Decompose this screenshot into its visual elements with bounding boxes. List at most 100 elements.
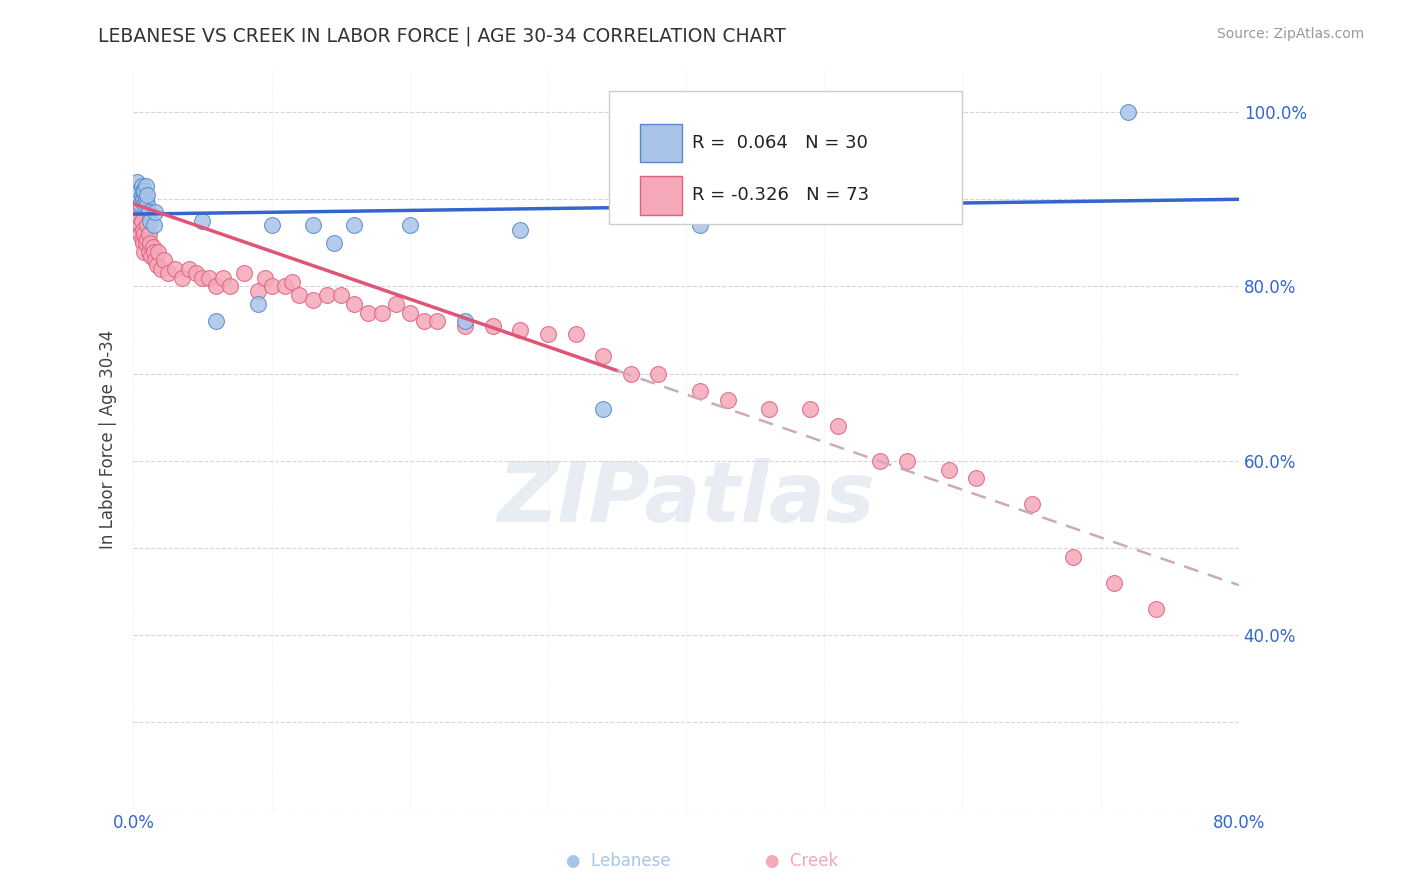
Point (135, 192, 157, 206)
Point (191, 214, 214, 228)
Point (869, 454, 891, 468)
Point (509, 323, 531, 337)
Point (343, 219, 366, 233)
Point (454, 314, 477, 328)
Point (689, 384, 711, 398)
Point (329, 288, 352, 302)
Point (288, 288, 311, 302)
Point (799, 401, 821, 416)
Point (246, 297, 269, 311)
Point (260, 219, 283, 233)
Point (385, 297, 408, 311)
Point (1062, 549, 1084, 564)
Point (131, 179, 153, 194)
Point (163, 262, 186, 277)
Bar (640, 176, 682, 215)
Point (398, 219, 420, 233)
Point (146, 258, 169, 272)
Point (145, 253, 167, 268)
Point (246, 284, 269, 298)
Point (138, 205, 160, 219)
Point (938, 462, 960, 476)
Point (125, 201, 148, 215)
Point (136, 219, 159, 233)
Point (134, 227, 156, 242)
Point (253, 270, 276, 285)
Point (131, 214, 153, 228)
Point (132, 192, 155, 206)
Point (212, 270, 235, 285)
Point (398, 305, 420, 319)
Point (274, 279, 297, 293)
Text: ●  Creek: ● Creek (765, 852, 838, 870)
Point (128, 184, 150, 198)
Point (454, 318, 477, 333)
Point (136, 231, 159, 245)
Point (131, 188, 153, 202)
Point (132, 223, 155, 237)
FancyBboxPatch shape (609, 91, 963, 224)
Point (322, 235, 344, 250)
Point (592, 349, 614, 363)
Point (129, 219, 152, 233)
Point (537, 327, 560, 342)
Point (127, 175, 149, 189)
Text: LEBANESE VS CREEK IN LABOR FORCE | AGE 30-34 CORRELATION CHART: LEBANESE VS CREEK IN LABOR FORCE | AGE 3… (98, 27, 786, 46)
Point (965, 471, 987, 485)
Point (134, 244, 156, 259)
Point (149, 262, 172, 277)
Text: Source: ZipAtlas.com: Source: ZipAtlas.com (1216, 27, 1364, 41)
Point (134, 184, 156, 198)
Point (302, 219, 325, 233)
Text: R = -0.326   N = 73: R = -0.326 N = 73 (692, 186, 869, 204)
Point (689, 219, 711, 233)
Point (143, 244, 166, 259)
Text: ZIPatlas: ZIPatlas (498, 458, 875, 539)
Point (170, 270, 193, 285)
Point (191, 270, 214, 285)
Point (129, 196, 152, 211)
Point (357, 305, 380, 319)
Point (302, 293, 325, 307)
Point (135, 235, 157, 250)
Text: ●  Lebanese: ● Lebanese (567, 852, 671, 870)
Point (177, 262, 200, 277)
Point (136, 188, 159, 202)
Point (136, 196, 159, 211)
Point (129, 227, 152, 242)
Point (205, 279, 228, 293)
Point (896, 454, 918, 468)
Y-axis label: In Labor Force | Age 30-34: In Labor Force | Age 30-34 (100, 329, 117, 549)
Point (647, 367, 669, 381)
Point (142, 240, 165, 254)
Point (152, 253, 174, 268)
Point (156, 266, 179, 280)
Point (481, 318, 503, 333)
Point (315, 288, 337, 302)
Point (260, 279, 283, 293)
Point (131, 231, 153, 245)
Point (281, 275, 304, 289)
Point (127, 205, 149, 219)
Point (141, 249, 163, 263)
Point (412, 314, 434, 328)
Point (1144, 602, 1167, 616)
Point (343, 297, 366, 311)
Point (564, 327, 586, 342)
Point (827, 419, 849, 434)
Point (1021, 497, 1043, 511)
Point (134, 196, 156, 211)
Point (1104, 575, 1126, 590)
Point (135, 179, 157, 194)
Point (716, 392, 738, 407)
Point (219, 279, 242, 293)
Point (148, 244, 170, 259)
Point (1116, 105, 1139, 120)
Point (592, 401, 614, 416)
Point (205, 314, 228, 328)
Point (143, 219, 166, 233)
Point (371, 305, 394, 319)
Point (232, 266, 254, 280)
Point (132, 235, 155, 250)
Point (509, 223, 531, 237)
